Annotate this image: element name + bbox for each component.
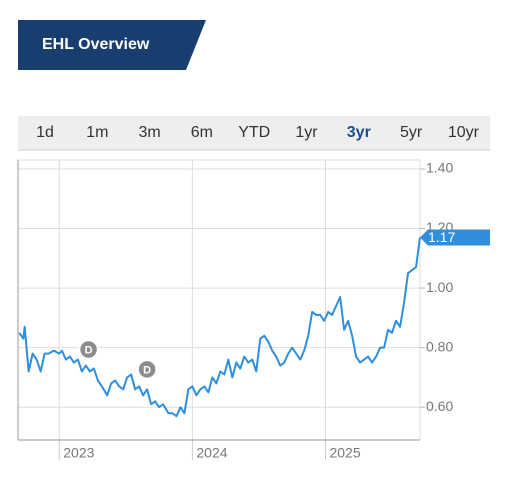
price-line bbox=[18, 237, 421, 418]
header-banner bbox=[18, 20, 206, 70]
y-tick-label: 0.60 bbox=[426, 398, 453, 414]
range-tab[interactable]: 3yr bbox=[347, 124, 371, 141]
x-tick-label: 2024 bbox=[196, 445, 227, 461]
plot-area bbox=[17, 159, 421, 441]
y-tick-label: 0.80 bbox=[426, 338, 453, 354]
dividend-label: D bbox=[143, 364, 151, 376]
y-tick-label: 1.00 bbox=[426, 279, 453, 295]
dividend-marker[interactable] bbox=[137, 359, 157, 380]
dividend-marker[interactable] bbox=[78, 339, 99, 360]
range-tab[interactable]: 5yr bbox=[400, 124, 423, 141]
range-tab[interactable]: 6m bbox=[191, 124, 213, 141]
x-tick-label: 2025 bbox=[329, 445, 360, 461]
last-value-tag bbox=[420, 229, 490, 246]
dividend-label: D bbox=[85, 344, 93, 356]
range-tab[interactable]: 1yr bbox=[295, 124, 318, 141]
header-title: EHL Overview bbox=[42, 36, 150, 53]
range-tab[interactable]: YTD bbox=[238, 124, 270, 141]
last-value-label: 1.17 bbox=[428, 229, 455, 245]
range-tab[interactable]: 1m bbox=[86, 124, 108, 141]
range-tab[interactable]: 3m bbox=[138, 124, 160, 141]
range-tab[interactable]: 1d bbox=[36, 124, 54, 141]
y-tick-label: 1.40 bbox=[426, 160, 453, 176]
tab-bar bbox=[18, 116, 490, 150]
x-tick-label: 2023 bbox=[63, 445, 94, 461]
range-tab[interactable]: 10yr bbox=[448, 124, 480, 141]
